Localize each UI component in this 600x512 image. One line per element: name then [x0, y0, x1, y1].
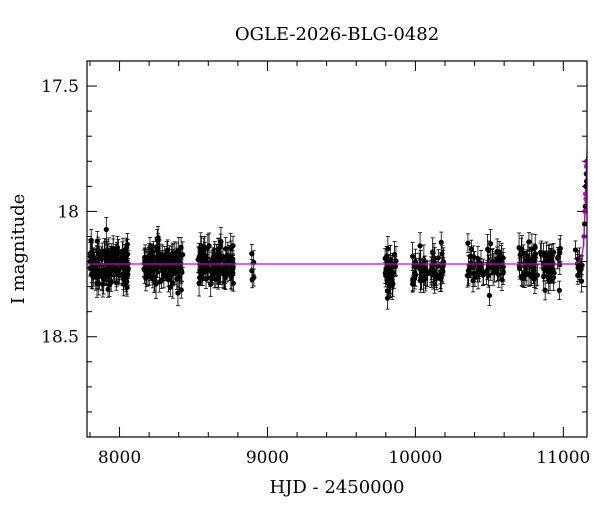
data-point	[122, 252, 128, 271]
data-point	[465, 255, 472, 287]
data-point	[215, 238, 221, 262]
plot-layer	[87, 151, 587, 310]
data-point	[472, 268, 478, 287]
x-tick-label: 10000	[388, 448, 442, 468]
y-tick-label: 18	[57, 202, 79, 222]
event-point	[583, 188, 587, 209]
x-tick-label: 11000	[536, 448, 590, 468]
data-point	[488, 228, 494, 259]
data-point	[150, 269, 156, 289]
data-point	[519, 235, 525, 264]
data-point	[417, 268, 423, 293]
data-point	[200, 259, 207, 277]
data-point	[572, 240, 579, 260]
data-point	[178, 281, 184, 299]
y-axis-title: I magnitude	[8, 194, 29, 305]
x-tick-label: 8000	[98, 448, 141, 468]
data-point	[417, 232, 423, 260]
data-point	[176, 266, 183, 289]
data-point	[173, 251, 180, 268]
data-point	[550, 255, 556, 284]
data-point	[230, 257, 236, 276]
y-tick-label: 17.5	[41, 77, 79, 97]
data-point	[159, 253, 165, 284]
data-point	[546, 250, 552, 273]
data-point	[165, 239, 171, 261]
data-point	[175, 279, 181, 307]
data-point	[222, 261, 228, 289]
data-point	[498, 245, 504, 268]
data-point	[178, 244, 184, 266]
data-point	[213, 270, 219, 288]
axis-ticks: 8000 9000 10000 11000 17.5 18 18.5	[41, 60, 590, 468]
data-point	[496, 262, 502, 288]
data-point	[465, 233, 471, 254]
y-tick-label: 18.5	[41, 328, 79, 348]
data-point	[556, 280, 562, 301]
data-point	[555, 246, 561, 270]
data-point	[393, 245, 399, 276]
data-point	[216, 257, 223, 285]
data-point	[417, 259, 423, 279]
data-point	[516, 254, 522, 278]
chart-title: OGLE-2026-BLG-0482	[235, 24, 439, 45]
data-point	[476, 257, 483, 283]
data-point	[103, 216, 109, 242]
data-point	[486, 284, 492, 306]
event-point	[581, 213, 587, 234]
data-point	[578, 269, 585, 293]
data-point	[114, 235, 121, 259]
x-axis-title: HJD - 2450000	[269, 477, 404, 498]
data-point	[577, 262, 583, 280]
plot-frame	[86, 60, 588, 438]
data-point	[88, 238, 95, 269]
data-point	[430, 237, 436, 267]
data-point	[528, 250, 534, 268]
data-point	[167, 277, 173, 297]
data-point	[432, 246, 438, 270]
data-point	[385, 235, 391, 262]
data-point	[196, 242, 202, 274]
data-point	[526, 261, 532, 287]
x-tick-label: 9000	[246, 448, 289, 468]
data-point	[153, 269, 159, 300]
data-point	[113, 274, 119, 291]
data-point	[92, 254, 98, 279]
data-point	[522, 261, 528, 288]
data-point	[251, 268, 257, 287]
data-point	[249, 258, 255, 283]
data-point	[170, 252, 176, 283]
data-point	[165, 267, 172, 293]
data-point	[383, 255, 389, 284]
data-point	[211, 250, 217, 271]
data-point	[206, 232, 212, 259]
data-point	[410, 267, 416, 292]
data-point	[107, 257, 113, 282]
data-point	[98, 246, 104, 272]
